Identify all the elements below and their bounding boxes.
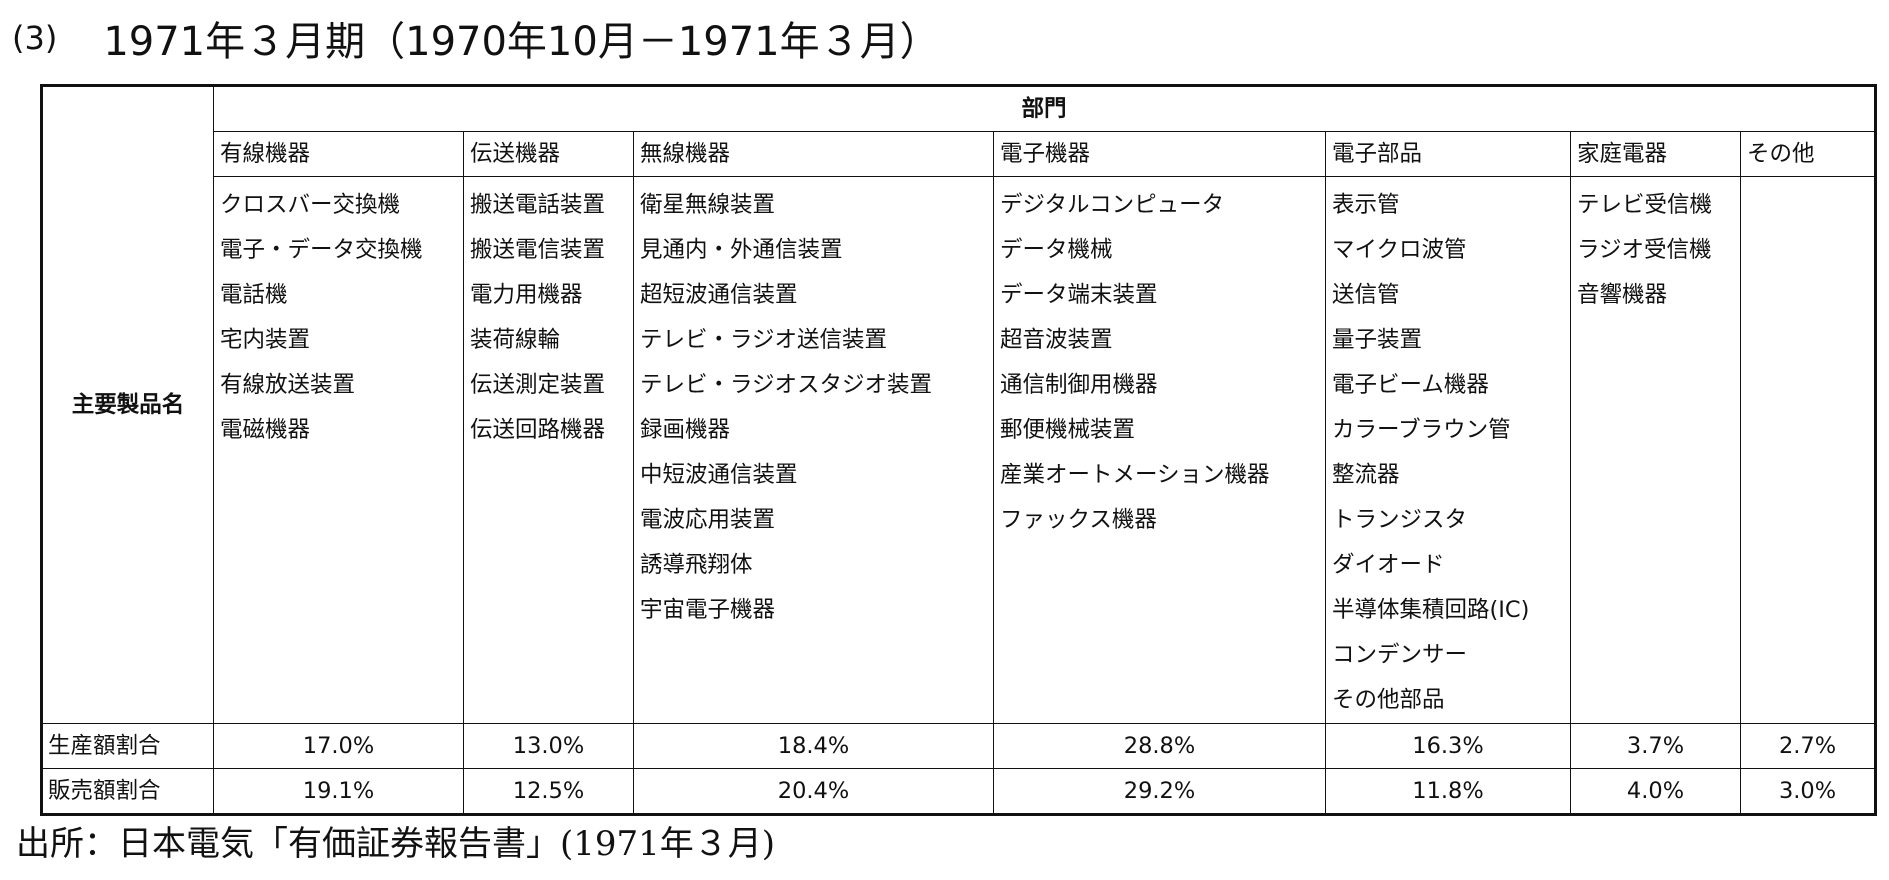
dept-name: 電子部品 bbox=[1325, 131, 1571, 177]
metric-label: 販売額割合 bbox=[41, 768, 214, 815]
product-item: トランジスタ bbox=[1332, 507, 1468, 533]
metric-value: 3.7% bbox=[1570, 723, 1741, 769]
product-item: 送信管 bbox=[1332, 282, 1400, 308]
metric-value: 17.0% bbox=[213, 723, 464, 769]
dept-name: 電子機器 bbox=[993, 131, 1326, 177]
product-item: 音響機器 bbox=[1577, 282, 1668, 308]
metric-value: 29.2% bbox=[993, 768, 1326, 815]
products-row: クロスバー交換機 電子・データ交換機 電話機宅内装置有線放送装置 電磁機器 搬送電話装… bbox=[42, 176, 1877, 724]
metric-value: 20.4% bbox=[633, 768, 994, 815]
metric-value: 3.0% bbox=[1739, 768, 1877, 815]
dept-name: 有線機器 bbox=[213, 131, 464, 177]
row-header-products: 主要製品名 bbox=[41, 85, 214, 724]
product-item: 超音波装置 bbox=[1000, 327, 1113, 353]
product-item: 電話機 bbox=[220, 282, 288, 308]
product-item: 録画機器 bbox=[640, 417, 731, 443]
product-item: テレビ・ラジオスタジオ装置 bbox=[640, 372, 933, 398]
product-item: 宇宙電子機器 bbox=[640, 597, 776, 623]
product-table: 主要製品名 部門 有線機器 伝送機器 無線機器 電子機器 電子部品 家庭電器 そ… bbox=[40, 84, 1878, 816]
product-item: 搬送電信装置 bbox=[470, 237, 606, 263]
product-item: 整流器 bbox=[1332, 462, 1400, 488]
product-item: 誘導飛翔体 bbox=[640, 552, 753, 578]
product-item: クロスバー交換機 bbox=[220, 192, 401, 218]
metric-value: 4.0% bbox=[1570, 768, 1741, 815]
product-item: その他部品 bbox=[1332, 687, 1445, 713]
product-item: 電力用機器 bbox=[470, 282, 583, 308]
dept-name: 家庭電器 bbox=[1570, 131, 1741, 177]
metric-value: 16.3% bbox=[1325, 723, 1571, 769]
dept-products bbox=[1739, 176, 1877, 724]
product-item: 電子・データ交換機 bbox=[220, 237, 423, 263]
product-item: データ機械 bbox=[1000, 237, 1113, 263]
product-item: 搬送電話装置 bbox=[470, 192, 606, 218]
product-item: カラーブラウン管 bbox=[1332, 417, 1511, 443]
dept-name: 無線機器 bbox=[633, 131, 994, 177]
metric-row-sales: 販売額割合 19.1% 12.5% 20.4% 29.2% 11.8% 4.0%… bbox=[41, 768, 1877, 815]
product-item: 産業オートメーション機器 bbox=[1000, 462, 1270, 488]
dept-name: その他 bbox=[1739, 131, 1877, 177]
product-item: 宅内装置 bbox=[220, 327, 311, 353]
dept-products: デジタルコンピュータ データ機械データ端末装置 超音波装置通信制御用機器 郵便機械装置… bbox=[993, 176, 1326, 724]
product-item: テレビ受信機 bbox=[1577, 192, 1713, 218]
metric-value: 2.7% bbox=[1739, 723, 1877, 769]
product-item: 量子装置 bbox=[1332, 327, 1423, 353]
product-item: 見通内・外通信装置 bbox=[640, 237, 843, 263]
product-item: コンデンサー bbox=[1332, 642, 1468, 668]
page-title: 1971年３月期（1970年10月－1971年３月） bbox=[103, 19, 940, 65]
source-note: 出所：日本電気「有価証券報告書」(1971年３月) bbox=[16, 824, 776, 864]
group-header-departments: 部門 bbox=[212, 85, 1877, 132]
product-item: 半導体集積回路(IC) bbox=[1332, 597, 1530, 623]
product-item: ダイオード bbox=[1332, 552, 1445, 578]
metric-value: 11.8% bbox=[1325, 768, 1571, 815]
metric-value: 13.0% bbox=[463, 723, 634, 769]
product-item: テレビ・ラジオ送信装置 bbox=[640, 327, 888, 353]
product-item: デジタルコンピュータ bbox=[1000, 192, 1225, 218]
product-item: 中短波通信装置 bbox=[640, 462, 798, 488]
metric-value: 18.4% bbox=[633, 723, 994, 769]
product-item: データ端末装置 bbox=[1000, 282, 1158, 308]
product-item: 通信制御用機器 bbox=[1000, 372, 1158, 398]
metric-row-production: 生産額割合 17.0% 13.0% 18.4% 28.8% 16.3% 3.7%… bbox=[41, 723, 1877, 769]
product-item: 有線放送装置 bbox=[220, 372, 356, 398]
product-item: 装荷線輪 bbox=[470, 327, 561, 353]
dept-products: 表示管マイクロ波管 送信管量子装置電子ビーム機器 カラーブラウン管 整流器トランジスタ… bbox=[1325, 176, 1571, 724]
product-item: 電波応用装置 bbox=[640, 507, 776, 533]
dept-products: クロスバー交換機 電子・データ交換機 電話機宅内装置有線放送装置 電磁機器 bbox=[213, 176, 464, 724]
dept-name: 伝送機器 bbox=[463, 131, 634, 177]
dept-products: テレビ受信機 ラジオ受信機 音響機器 bbox=[1570, 176, 1741, 724]
dept-products: 搬送電話装置 搬送電信装置 電力用機器装荷線輪伝送測定装置 伝送回路機器 bbox=[463, 176, 634, 724]
metric-value: 28.8% bbox=[993, 723, 1326, 769]
product-item: ファックス機器 bbox=[1000, 507, 1157, 533]
product-item: 伝送測定装置 bbox=[470, 372, 606, 398]
metric-value: 19.1% bbox=[213, 768, 464, 815]
dept-products: 衛星無線装置見通内・外通信装置 超短波通信装置テレビ・ラジオ送信装置テレビ・ラジオ… bbox=[633, 176, 994, 724]
product-item: 郵便機械装置 bbox=[1000, 417, 1136, 443]
section-number: (3) bbox=[12, 19, 58, 57]
page-heading: (3) 1971年３月期（1970年10月－1971年３月） bbox=[12, 10, 940, 66]
product-item: 電磁機器 bbox=[220, 417, 311, 443]
product-item: 表示管 bbox=[1332, 192, 1400, 218]
product-item: 電子ビーム機器 bbox=[1332, 372, 1489, 398]
metric-value: 12.5% bbox=[463, 768, 634, 815]
metric-label: 生産額割合 bbox=[41, 723, 214, 769]
product-item: ラジオ受信機 bbox=[1577, 237, 1712, 263]
product-item: 超短波通信装置 bbox=[640, 282, 798, 308]
product-item: マイクロ波管 bbox=[1332, 237, 1467, 263]
product-item: 伝送回路機器 bbox=[470, 417, 606, 443]
department-header-row: 有線機器 伝送機器 無線機器 電子機器 電子部品 家庭電器 その他 bbox=[42, 131, 1877, 177]
product-item: 衛星無線装置 bbox=[640, 192, 776, 218]
